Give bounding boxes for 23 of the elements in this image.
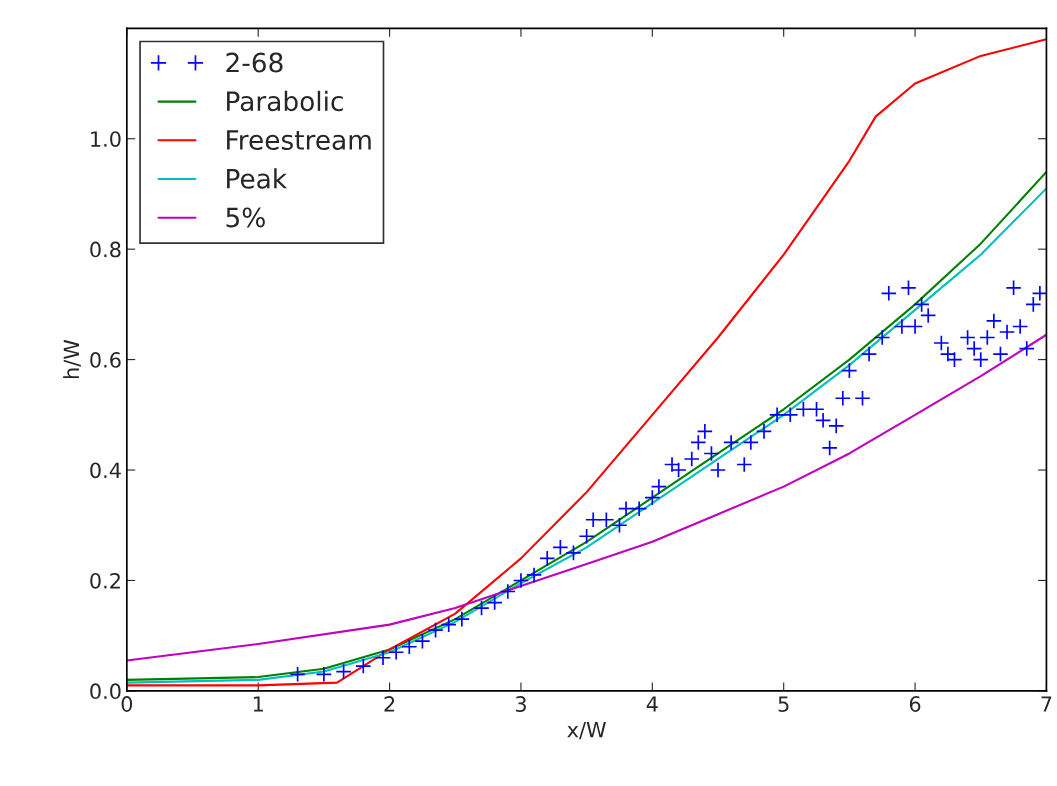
line-series — [126, 38, 1047, 687]
y-tick-label: 0.8 — [90, 241, 121, 258]
x-tick-label: 4 — [646, 696, 658, 712]
y-tick-label: 0.0 — [90, 683, 121, 700]
legend-label: Peak — [227, 168, 288, 189]
x-tick-label: 0 — [121, 696, 133, 712]
x-tick-label: 5 — [778, 696, 789, 712]
x-tick-label: 1 — [253, 696, 263, 712]
y-tick-label: 0.2 — [90, 572, 120, 589]
legend-label: Parabolic — [227, 90, 343, 112]
y-tick-label: 0.6 — [90, 352, 121, 368]
legend-label: 5% — [226, 207, 265, 228]
y-tick-label: 1.0 — [91, 131, 121, 147]
x-tick-label: 2 — [384, 696, 395, 712]
y-axis-title: h/W — [63, 339, 81, 379]
x-tick-label: 6 — [909, 696, 921, 712]
x-axis-title: x/W — [567, 722, 606, 740]
x-tick-label: 7 — [1041, 696, 1052, 712]
line-series — [126, 333, 1047, 662]
x-tick-label: 3 — [515, 696, 526, 712]
y-tick-label: 0.4 — [90, 462, 121, 479]
legend-label: 2-68 — [226, 52, 283, 73]
legend-label: Freestream — [227, 130, 371, 150]
